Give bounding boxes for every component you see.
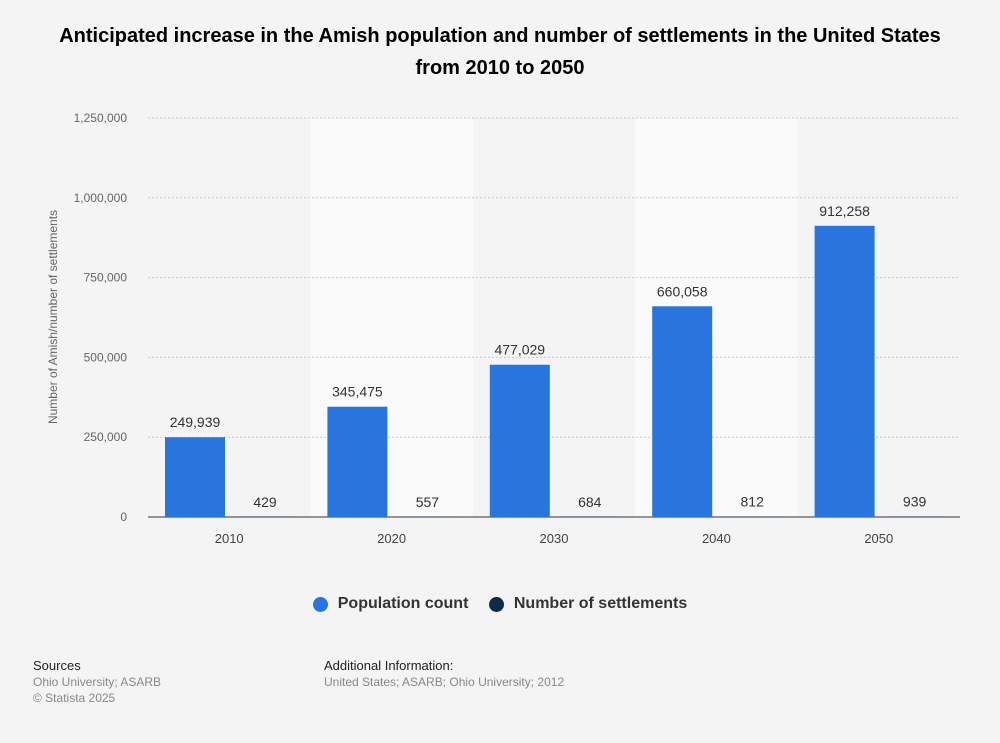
bar-settlements: [722, 516, 783, 517]
additional-info-text: United States; ASARB; Ohio University; 2…: [324, 675, 565, 689]
x-tick-label: 2010: [215, 531, 244, 546]
bar-population: [327, 406, 388, 517]
bar-population: [165, 437, 225, 517]
additional-info-block: Additional Information: United States; A…: [324, 658, 564, 690]
x-tick-label: 2020: [377, 531, 406, 546]
data-label: 249,939: [170, 414, 221, 430]
sources-heading: Sources: [33, 658, 81, 673]
copyright: © Statista 2025: [33, 691, 116, 705]
data-label: 477,029: [494, 342, 545, 358]
data-label: 660,058: [657, 283, 708, 299]
data-label: 429: [253, 494, 277, 510]
bar-settlements: [884, 516, 945, 517]
y-tick-label: 250,000: [84, 430, 128, 444]
bar-settlements: [559, 516, 620, 517]
chart-title: Anticipated increase in the Amish popula…: [59, 25, 941, 79]
bar-population: [814, 225, 875, 517]
y-tick-label: 750,000: [84, 271, 128, 285]
y-tick-label: 0: [120, 510, 127, 524]
sources-text[interactable]: Ohio University; ASARB: [33, 675, 162, 689]
bar-population: [489, 364, 550, 517]
bar-population: [652, 306, 713, 517]
y-tick-label: 500,000: [84, 350, 128, 364]
legend-item-population[interactable]: Population count: [312, 595, 469, 613]
data-label: 912,258: [819, 203, 870, 219]
x-tick-label: 2040: [702, 531, 731, 546]
legend-marker-settlements: [488, 596, 504, 612]
additional-info-heading: Additional Information:: [324, 658, 454, 673]
legend-label-population: Population count: [337, 595, 469, 612]
x-tick-label: 2030: [540, 531, 569, 546]
data-label: 345,475: [332, 384, 383, 400]
data-label: 939: [903, 494, 927, 510]
data-label: 684: [578, 494, 602, 510]
y-tick-label: 1,250,000: [74, 111, 128, 125]
data-label: 812: [741, 494, 765, 510]
legend-label-settlements: Number of settlements: [513, 595, 688, 612]
legend-item-settlements[interactable]: Number of settlements: [488, 595, 688, 613]
bar-settlements: [235, 516, 295, 517]
y-tick-label: 1,000,000: [74, 191, 128, 205]
bar-settlements: [397, 516, 458, 517]
sources-block: Sources Ohio University; ASARB © Statist…: [33, 658, 161, 706]
legend-marker-population: [312, 596, 328, 612]
x-tick-label: 2050: [864, 531, 893, 546]
y-axis-label: Number of Amish/number of settlements: [46, 210, 60, 424]
legend: Population count Number of settlements: [0, 595, 1000, 617]
data-label: 557: [416, 494, 440, 510]
